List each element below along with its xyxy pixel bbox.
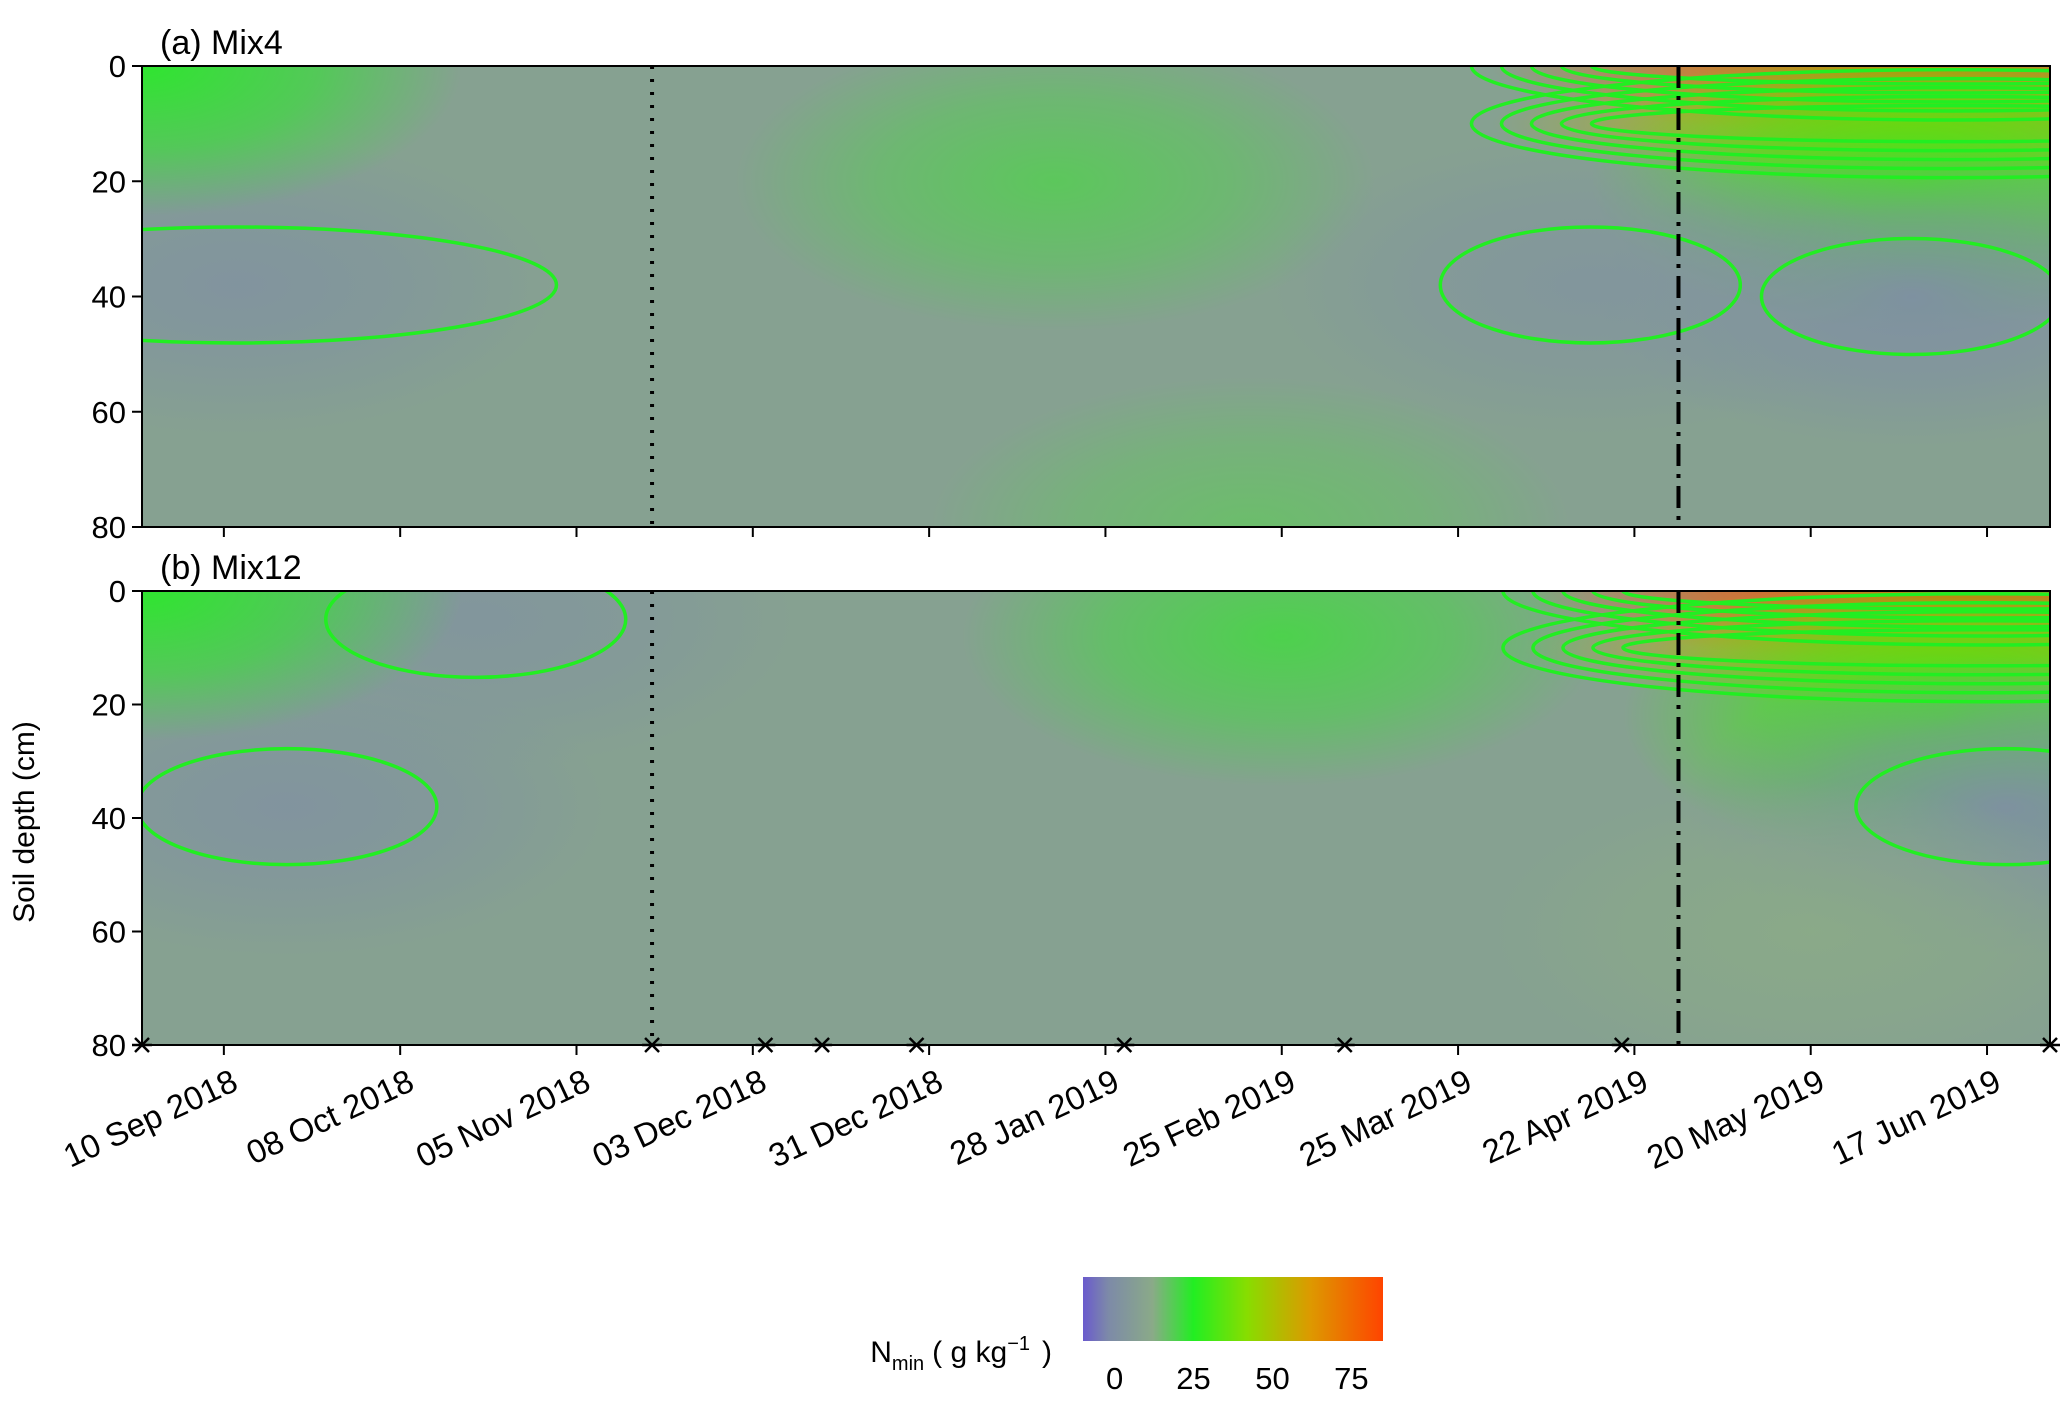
x-tick-label: 25 Feb 2019: [1117, 1062, 1301, 1174]
sampling-marker: [755, 1037, 776, 1053]
y-tick-label: 20: [92, 164, 126, 199]
x-tick-label: 03 Dec 2018: [587, 1062, 772, 1175]
colorbar-label-close: ): [1042, 1336, 1052, 1369]
heatmap-hotspot: [930, 377, 1571, 527]
sampling-marker: [642, 1037, 663, 1053]
heatmap-hotspot: [1490, 781, 2050, 1045]
y-tick-label: 0: [109, 49, 126, 84]
contour-line: [1591, 591, 2050, 620]
contour-line: [1529, 85, 2050, 162]
panel-b: (b) Mix12 0 20 40 60 80: [92, 549, 2060, 1063]
panel-title: (a) Mix4: [160, 24, 283, 62]
x-tick-label: 20 May 2019: [1641, 1062, 1830, 1176]
colorbar-gradient: [1083, 1277, 1383, 1341]
sampling-marker: [1611, 1037, 1632, 1053]
x-tick-label: 22 Apr 2019: [1476, 1062, 1653, 1171]
x-tick-label: 08 Oct 2018: [241, 1062, 420, 1172]
panel-title: (b) Mix12: [160, 549, 302, 587]
contour-line: [1589, 103, 2050, 144]
contour-line: [324, 591, 628, 680]
contour-line: [142, 225, 559, 345]
colorbar-label: Nmin ( g kg−1): [870, 1333, 1052, 1375]
colorbar-label-unit: ( g kg: [932, 1336, 1007, 1369]
panel-a: (a) Mix4 0 20 40 60 80: [92, 24, 2051, 545]
heatmap-hotspot: [142, 135, 557, 435]
contour-line: [1621, 591, 2050, 611]
contour-line: [1591, 619, 2050, 677]
x-tick-label: 31 Dec 2018: [763, 1062, 948, 1175]
sampling-marker: [1114, 1037, 1135, 1053]
x-tick-label: 17 Jun 2019: [1826, 1062, 2006, 1172]
sampling-marker: [1334, 1037, 1355, 1053]
contour-line: [1501, 592, 2050, 704]
sampling-marker: [132, 1037, 152, 1053]
contour-line: [1501, 591, 2050, 647]
contour-line: [1531, 601, 2050, 695]
contour-lines: [142, 591, 2050, 867]
y-tick-label: 60: [92, 395, 126, 430]
x-tick-label: 25 Mar 2019: [1293, 1062, 1477, 1174]
contour-line: [1559, 66, 2050, 95]
contour-lines: [142, 66, 2050, 357]
contour-line: [1531, 591, 2050, 638]
y-tick-label: 80: [92, 1028, 126, 1063]
y-tick-label: 40: [92, 801, 126, 836]
colorbar-tick-label: 75: [1334, 1361, 1368, 1396]
contour-line: [1854, 746, 2050, 867]
x-tick-label: 10 Sep 2018: [58, 1062, 243, 1175]
heatmap-hotspot: [142, 591, 462, 741]
y-tick-label: 40: [92, 280, 126, 315]
contour-line: [142, 746, 439, 867]
heatmap-hotspot: [142, 66, 462, 216]
sampling-marker: [906, 1037, 927, 1053]
contour-line: [1561, 610, 2050, 686]
sampling-marker: [812, 1037, 833, 1053]
contour-line: [1589, 66, 2050, 86]
contour-line: [1499, 66, 2050, 113]
contour-line: [1529, 66, 2050, 104]
contour-line: [1559, 94, 2050, 153]
panels: (a) Mix4 0 20 40 60 80 (b) Mix12 0 20 40 60 80: [92, 24, 2060, 1063]
colorbar-tick-label: 50: [1255, 1361, 1289, 1396]
contour-line: [1469, 66, 2050, 122]
x-tick-label: 05 Nov 2018: [410, 1062, 595, 1175]
x-tick-label: 28 Jan 2019: [944, 1062, 1124, 1172]
heatmap-hotspot: [735, 66, 1375, 332]
colorbar-tick-label: 0: [1106, 1361, 1123, 1396]
colorbar-label-superscript: −1: [1007, 1333, 1030, 1355]
heatmap-hotspot: [1270, 134, 1911, 435]
heatmap-hotspot: [961, 591, 1602, 787]
colorbar-label-symbol: N: [870, 1336, 892, 1369]
colorbar: Nmin ( g kg−1) 0 25 50 75: [870, 1277, 1383, 1396]
y-axis-label: Soil depth (cm): [8, 721, 41, 923]
colorbar-tick-label: 25: [1176, 1361, 1210, 1396]
contour-line: [1499, 76, 2050, 171]
y-tick-label: 60: [92, 915, 126, 950]
contour-line: [1759, 236, 2050, 357]
contour-line: [1438, 225, 1743, 345]
y-tick-label: 0: [109, 574, 126, 609]
contour-line: [1561, 591, 2050, 629]
contour-line: [1469, 67, 2050, 180]
contour-line: [1621, 628, 2050, 668]
y-tick-label: 80: [92, 510, 126, 545]
colorbar-label-subscript: min: [892, 1353, 924, 1375]
sampling-marker: [2040, 1037, 2060, 1053]
y-tick-label: 20: [92, 688, 126, 723]
